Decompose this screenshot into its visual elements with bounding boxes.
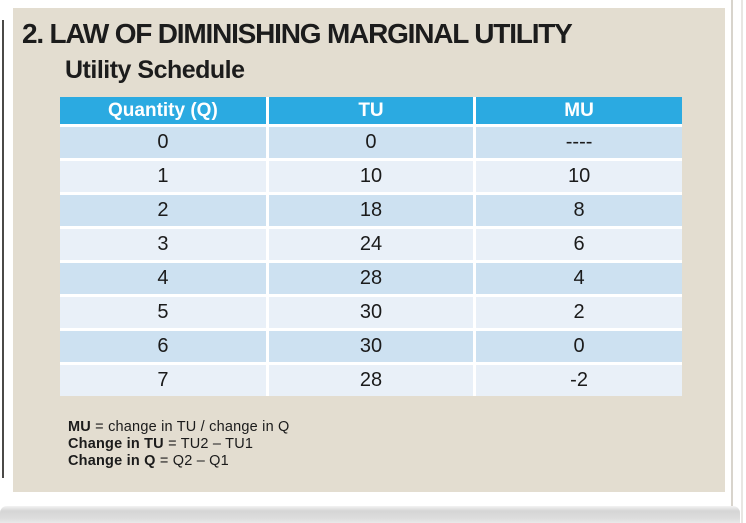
table-row: 1 10 10 bbox=[60, 159, 682, 195]
table-row: 7 28 -2 bbox=[60, 363, 682, 396]
table-cell-mu: -2 bbox=[474, 363, 682, 396]
utility-schedule-table: Quantity (Q) TU MU 0 0 ---- 1 10 10 2 18… bbox=[60, 97, 682, 396]
formula-definition: = Q2 – Q1 bbox=[155, 453, 229, 469]
table-cell-mu: 10 bbox=[474, 159, 682, 195]
table-cell-mu: 8 bbox=[474, 193, 682, 229]
table-cell-mu: 4 bbox=[474, 261, 682, 297]
table-cell-quantity: 7 bbox=[60, 363, 269, 396]
table-header-quantity: Quantity (Q) bbox=[60, 97, 269, 127]
table-cell-quantity: 0 bbox=[60, 125, 269, 161]
table-cell-mu: 0 bbox=[474, 329, 682, 365]
table-header-tu: TU bbox=[267, 97, 477, 127]
formula-term: Change in Q bbox=[68, 453, 156, 469]
formula-line-change-tu: Change in TU = TU2 – TU1 bbox=[68, 436, 290, 453]
formula-line-change-q: Change in Q = Q2 – Q1 bbox=[68, 453, 290, 470]
table-row: 3 24 6 bbox=[60, 227, 682, 263]
table-row: 0 0 ---- bbox=[60, 125, 682, 161]
table-cell-mu: ---- bbox=[474, 125, 682, 161]
next-slide-edge bbox=[0, 506, 740, 523]
table-cell-quantity: 4 bbox=[60, 261, 269, 297]
table-cell-tu: 18 bbox=[267, 193, 477, 229]
table-cell-quantity: 2 bbox=[60, 193, 269, 229]
table-cell-quantity: 3 bbox=[60, 227, 269, 263]
formula-definition: = change in TU / change in Q bbox=[90, 419, 290, 435]
slide-subtitle: Utility Schedule bbox=[65, 56, 245, 84]
table-row: 6 30 0 bbox=[60, 329, 682, 365]
formula-definition: = TU2 – TU1 bbox=[163, 436, 254, 452]
table-cell-quantity: 5 bbox=[60, 295, 269, 331]
table-row: 5 30 2 bbox=[60, 295, 682, 331]
table-cell-tu: 28 bbox=[267, 261, 477, 297]
formula-term: Change in TU bbox=[68, 436, 164, 452]
table-cell-tu: 28 bbox=[267, 363, 477, 396]
slide-canvas: 2. LAW OF DIMINISHING MARGINAL UTILITY U… bbox=[13, 8, 725, 492]
table-cell-mu: 6 bbox=[474, 227, 682, 263]
viewport-edge-line bbox=[741, 0, 743, 523]
table-cell-tu: 10 bbox=[267, 159, 477, 195]
table-cell-tu: 0 bbox=[267, 125, 477, 161]
formula-line-mu: MU = change in TU / change in Q bbox=[68, 419, 290, 436]
table-row: 4 28 4 bbox=[60, 261, 682, 297]
table-cell-quantity: 1 bbox=[60, 159, 269, 195]
table-cell-mu: 2 bbox=[474, 295, 682, 331]
table-header-mu: MU bbox=[474, 97, 682, 127]
previous-page-edge-line bbox=[2, 20, 4, 478]
table-row: 2 18 8 bbox=[60, 193, 682, 229]
table-cell-tu: 24 bbox=[267, 227, 477, 263]
formula-notes: MU = change in TU / change in Q Change i… bbox=[68, 419, 290, 470]
table-cell-quantity: 6 bbox=[60, 329, 269, 365]
table-header-row: Quantity (Q) TU MU bbox=[60, 97, 682, 127]
page-border-line bbox=[731, 0, 733, 506]
slide-title: 2. LAW OF DIMINISHING MARGINAL UTILITY bbox=[22, 18, 573, 49]
table-cell-tu: 30 bbox=[267, 329, 477, 365]
table-cell-tu: 30 bbox=[267, 295, 477, 331]
formula-term: MU bbox=[68, 419, 91, 435]
